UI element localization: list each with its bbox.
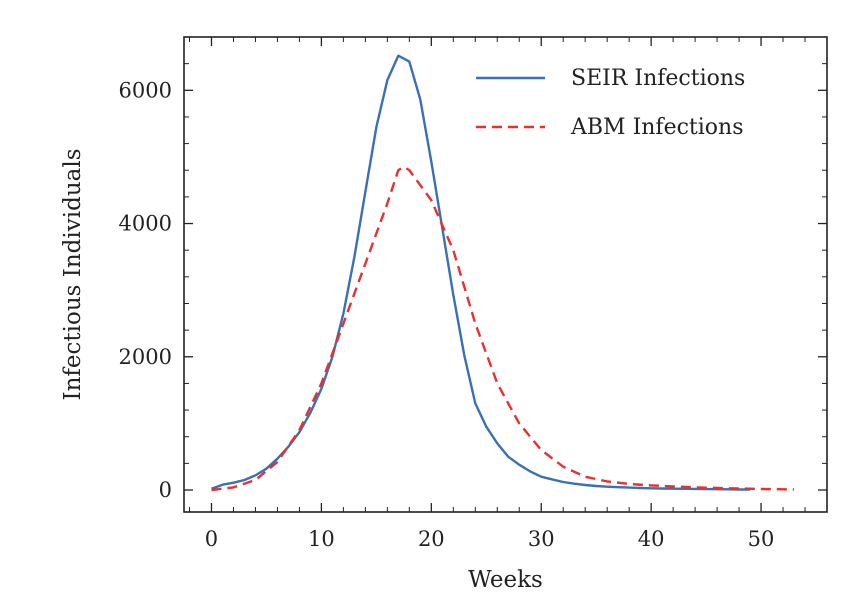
y-tick-label: 2000: [119, 345, 172, 369]
y-tick-label: 4000: [119, 212, 172, 236]
legend-label-seir: SEIR Infections: [571, 66, 745, 91]
ticks-layer: [184, 37, 827, 512]
plot-frame: [183, 36, 828, 513]
x-tick-labels: 0 10 20 30 40 50: [205, 527, 775, 551]
x-tick-label: 30: [528, 527, 555, 551]
y-axis-label: Infectious Individuals: [60, 148, 86, 400]
x-tick-label: 40: [638, 527, 665, 551]
y-tick-labels: 0 2000 4000 6000: [119, 78, 172, 502]
x-tick-label: 50: [748, 527, 775, 551]
legend: SEIR Infections ABM Infections: [476, 66, 745, 140]
series-layer: [211, 54, 795, 492]
x-tick-label: 20: [418, 527, 445, 551]
y-tick-label: 0: [159, 478, 172, 502]
x-tick-label: 0: [205, 527, 218, 551]
abm-infections-line: [211, 165, 795, 492]
x-axis-label: Weeks: [468, 567, 543, 593]
x-tick-label: 10: [308, 527, 335, 551]
legend-label-abm: ABM Infections: [570, 115, 744, 140]
y-tick-label: 6000: [119, 78, 172, 102]
